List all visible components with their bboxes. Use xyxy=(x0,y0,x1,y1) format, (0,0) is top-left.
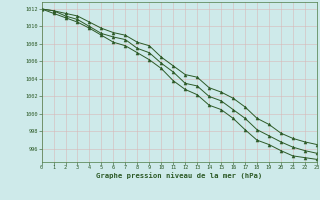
X-axis label: Graphe pression niveau de la mer (hPa): Graphe pression niveau de la mer (hPa) xyxy=(96,173,262,179)
